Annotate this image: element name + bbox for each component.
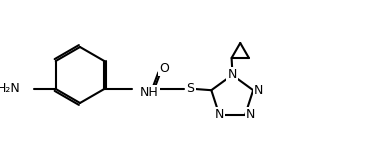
Text: NH: NH: [140, 86, 159, 99]
Text: S: S: [186, 82, 194, 95]
Text: H₂N: H₂N: [0, 82, 21, 95]
Text: N: N: [254, 84, 264, 97]
Text: N: N: [246, 108, 255, 121]
Text: N: N: [214, 108, 224, 121]
Text: O: O: [159, 62, 169, 75]
Text: N: N: [228, 69, 237, 82]
